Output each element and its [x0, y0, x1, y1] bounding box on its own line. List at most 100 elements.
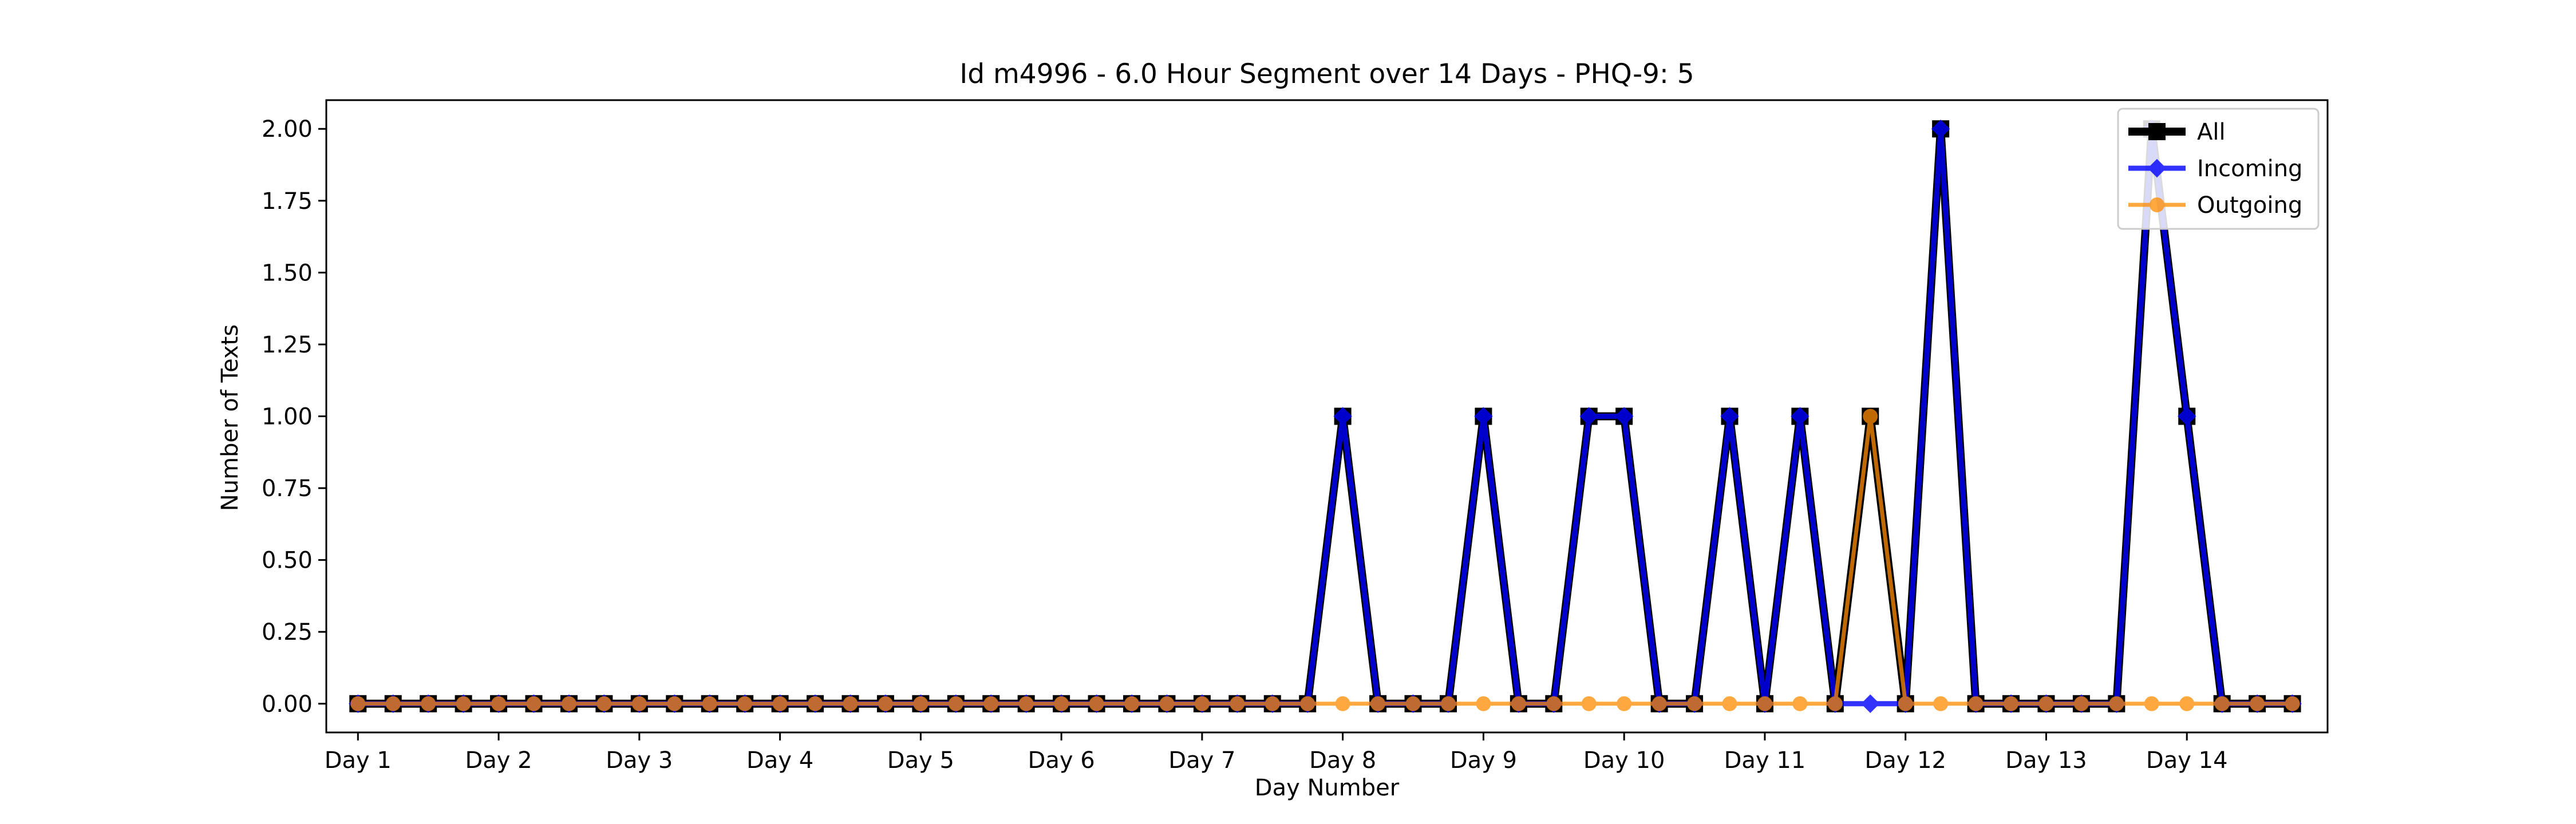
data-point-outgoing — [1722, 696, 1737, 711]
data-point-outgoing — [1968, 696, 1984, 711]
x-tick-label: Day 2 — [465, 747, 532, 774]
data-point-outgoing — [808, 696, 823, 711]
legend-label: Outgoing — [2197, 192, 2302, 219]
x-tick-label: Day 12 — [1864, 747, 1946, 774]
legend-swatch-marker — [2150, 197, 2164, 212]
legend-item-all — [2128, 123, 2186, 140]
data-point-incoming — [1333, 407, 1352, 426]
data-point-outgoing — [1652, 696, 1667, 711]
x-axis: Day 1 Day 2 Day 3 Day 4 Day 5 Day 6 Day 7 Day 8… — [325, 732, 2228, 774]
data-point-incoming — [1720, 407, 1739, 426]
data-point-outgoing — [2038, 696, 2054, 711]
data-point-outgoing — [1159, 696, 1175, 711]
data-point-outgoing — [350, 696, 366, 711]
legend: All Incoming Outgoing — [2117, 108, 2320, 230]
data-point-incoming — [2177, 407, 2196, 426]
legend-swatch-marker — [2147, 159, 2167, 178]
data-point-outgoing — [843, 696, 858, 711]
data-point-outgoing — [1792, 696, 1808, 711]
data-point-outgoing — [2004, 696, 2019, 711]
data-point-outgoing — [1546, 696, 1562, 711]
plot-area — [349, 119, 2302, 714]
data-point-incoming — [1579, 407, 1598, 426]
x-axis-label: Day Number — [1255, 775, 1400, 801]
y-tick-label: 0.75 — [262, 476, 313, 502]
data-point-outgoing — [737, 696, 753, 711]
data-point-outgoing — [1476, 696, 1491, 711]
data-point-outgoing — [983, 696, 999, 711]
data-point-incoming — [1474, 407, 1493, 426]
data-point-outgoing — [2285, 696, 2300, 711]
data-point-outgoing — [1511, 696, 1526, 711]
data-point-outgoing — [631, 696, 647, 711]
data-point-outgoing — [1194, 696, 1210, 711]
legend-swatch-marker — [2148, 123, 2166, 140]
data-point-outgoing — [1581, 696, 1597, 711]
y-tick-label: 1.00 — [262, 404, 313, 430]
series-outgoing — [350, 409, 2300, 711]
legend-label: All — [2197, 119, 2226, 145]
data-point-outgoing — [1054, 696, 1069, 711]
data-point-outgoing — [1863, 409, 1878, 424]
legend-label: Incoming — [2197, 156, 2302, 182]
y-axis: 0.00 0.25 0.50 0.75 1.00 1.25 1.50 1.75 2.00 — [262, 116, 326, 718]
data-point-outgoing — [596, 696, 612, 711]
data-point-outgoing — [491, 696, 507, 711]
x-tick-label: Day 9 — [1450, 747, 1517, 774]
y-tick-label: 0.50 — [262, 548, 313, 574]
x-tick-label: Day 4 — [746, 747, 813, 774]
data-point-incoming — [1931, 119, 1950, 138]
y-tick-label: 1.50 — [262, 260, 313, 286]
legend-box — [2117, 108, 2320, 230]
y-axis-label: Number of Texts — [217, 324, 243, 511]
x-tick-label: Day 6 — [1028, 747, 1095, 774]
data-point-outgoing — [913, 696, 929, 711]
x-tick-label: Day 8 — [1309, 747, 1376, 774]
data-point-outgoing — [1018, 696, 1034, 711]
data-point-outgoing — [702, 696, 717, 711]
x-tick-label: Day 7 — [1168, 747, 1235, 774]
data-point-outgoing — [2144, 696, 2159, 711]
data-point-outgoing — [1687, 696, 1702, 711]
y-tick-label: 0.25 — [262, 619, 313, 645]
data-point-outgoing — [561, 696, 576, 711]
x-tick-label: Day 5 — [887, 747, 954, 774]
data-point-outgoing — [667, 696, 682, 711]
x-tick-label: Day 14 — [2146, 747, 2228, 774]
data-point-incoming — [1861, 694, 1880, 714]
data-point-outgoing — [2073, 696, 2089, 711]
data-point-outgoing — [1933, 696, 1949, 711]
data-point-outgoing — [526, 696, 542, 711]
data-point-outgoing — [1265, 696, 1280, 711]
data-point-outgoing — [2109, 696, 2124, 711]
data-point-outgoing — [772, 696, 788, 711]
data-point-outgoing — [1370, 696, 1386, 711]
data-point-outgoing — [1335, 696, 1350, 711]
data-point-outgoing — [1405, 696, 1421, 711]
y-tick-label: 0.00 — [262, 691, 313, 718]
data-point-outgoing — [1757, 696, 1772, 711]
data-point-outgoing — [1124, 696, 1140, 711]
x-tick-label: Day 1 — [325, 747, 392, 774]
data-point-outgoing — [1440, 696, 1456, 711]
y-tick-label: 1.25 — [262, 332, 313, 358]
data-point-incoming — [1614, 407, 1634, 426]
legend-item-incoming — [2128, 159, 2186, 178]
data-point-outgoing — [878, 696, 893, 711]
data-point-outgoing — [1617, 696, 1632, 711]
x-tick-label: Day 3 — [606, 747, 673, 774]
data-point-outgoing — [1300, 696, 1315, 711]
data-point-outgoing — [2250, 696, 2265, 711]
x-tick-label: Day 10 — [1583, 747, 1665, 774]
data-point-outgoing — [948, 696, 963, 711]
x-tick-label: Day 11 — [1724, 747, 1806, 774]
data-point-outgoing — [456, 696, 471, 711]
chart-title: Id m4996 - 6.0 Hour Segment over 14 Days… — [959, 58, 1694, 90]
data-point-incoming — [1791, 407, 1809, 426]
data-point-outgoing — [1827, 696, 1843, 711]
legend-item-outgoing — [2128, 197, 2186, 212]
data-point-outgoing — [2214, 696, 2230, 711]
x-tick-label: Day 13 — [2005, 747, 2087, 774]
data-point-outgoing — [421, 696, 436, 711]
